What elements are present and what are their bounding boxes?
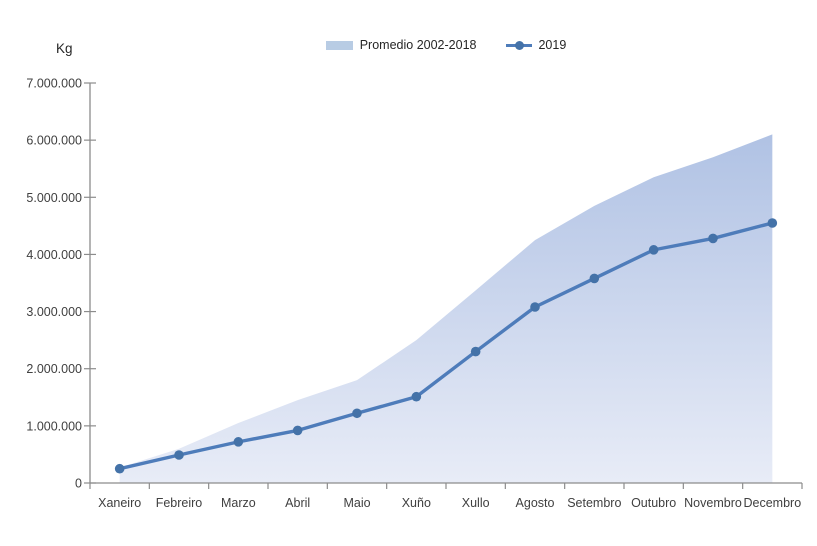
area-swatch-icon — [325, 40, 353, 50]
marker-2019 — [233, 437, 244, 447]
marker-2019 — [411, 391, 422, 402]
x-tick-label: Novembro — [684, 496, 742, 510]
x-tick-label: Abril — [285, 496, 310, 510]
marker-2019 — [589, 273, 600, 284]
legend-item-2019: 2019 — [506, 38, 566, 52]
y-tick-label: 7.000.000 — [26, 77, 82, 91]
marker-2019 — [530, 302, 540, 312]
x-tick-label: Marzo — [221, 496, 256, 510]
line-marker-swatch-icon — [506, 40, 533, 50]
x-tick-label: Agosto — [516, 496, 555, 510]
x-tick-label: Xaneiro — [98, 496, 141, 510]
x-tick-label: Decembro — [743, 496, 801, 510]
marker-2019 — [114, 463, 125, 474]
x-tick-label: Setembro — [567, 496, 621, 510]
legend-item-promedio: Promedio 2002-2018 — [325, 38, 477, 52]
y-axis-title: Kg — [56, 41, 73, 56]
marker-2019 — [648, 245, 659, 255]
legend-label-promedio: Promedio 2002-2018 — [359, 38, 477, 52]
y-tick-label: 1.000.000 — [26, 419, 82, 433]
x-tick-label: Febreiro — [156, 496, 203, 510]
x-tick-label: Xullo — [462, 496, 490, 510]
marker-2019 — [708, 233, 718, 244]
y-tick-label: 3.000.000 — [26, 305, 82, 319]
marker-2019 — [767, 218, 778, 228]
y-tick-label: 2.000.000 — [26, 362, 82, 376]
x-tick-label: Maio — [343, 496, 370, 510]
promedio-area — [119, 134, 773, 483]
x-tick-label: Outubro — [631, 496, 676, 510]
legend: Promedio 2002-2018 2019 — [90, 38, 802, 52]
y-tick-label: 5.000.000 — [26, 191, 82, 205]
marker-2019 — [292, 425, 303, 436]
marker-2019 — [174, 450, 184, 460]
marker-2019 — [352, 408, 362, 419]
y-tick-label: 0 — [75, 477, 82, 491]
y-tick-label: 6.000.000 — [26, 134, 82, 148]
y-tick-label: 4.000.000 — [26, 248, 82, 262]
line-2019 — [117, 221, 775, 471]
legend-label-2019: 2019 — [538, 38, 567, 52]
x-tick-label: Xuño — [402, 496, 431, 510]
marker-2019 — [470, 346, 481, 357]
